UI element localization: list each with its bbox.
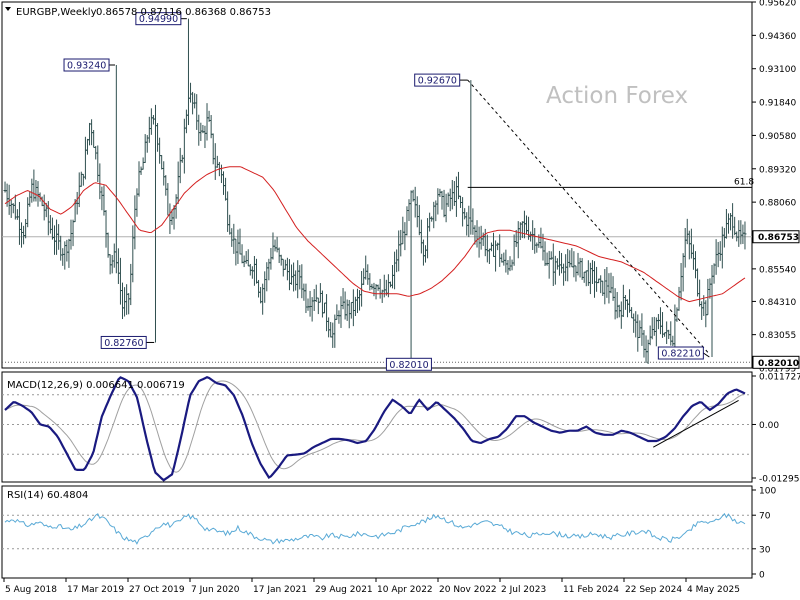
macd-tick-label: 0.011727 [759, 373, 800, 383]
x-tick-label: 29 Aug 2021 [315, 585, 373, 595]
rsi-pane-frame [1, 485, 753, 579]
fib-label: 61.8 [734, 177, 754, 187]
ohlc-readout: 0.86578 0.87116 0.86368 0.86753 [96, 7, 271, 18]
macd-pane [2, 376, 752, 482]
rsi-tick-label: 30 [759, 545, 771, 555]
price-tick-label: 0.89320 [759, 165, 796, 175]
x-tick-label: 27 Oct 2019 [129, 585, 185, 595]
annotation-label: 0.82210 [661, 349, 700, 360]
annotation-box [135, 12, 182, 26]
x-tick-label: 17 Jan 2021 [253, 585, 307, 595]
annotation-label: 0.82010 [389, 360, 428, 371]
pane-frames [1, 1, 753, 579]
dashed-downtrend [467, 79, 710, 355]
x-tick-label: 20 Nov 2022 [439, 585, 497, 595]
annotation-box [414, 73, 461, 87]
price-tick-label: 0.90580 [759, 132, 796, 142]
annotation-leader [703, 352, 710, 358]
price-pane-frame [1, 1, 753, 369]
low-level-box [752, 355, 800, 369]
price-bars [3, 18, 747, 364]
price-tick-label: 0.83055 [759, 331, 796, 341]
rsi-tick-label: 0 [759, 571, 765, 581]
symbol-timeframe: EURGBP,Weekly [16, 7, 97, 18]
annotation-label: 0.82760 [104, 338, 143, 349]
price-tick-label: 0.88060 [759, 199, 796, 209]
moving-average [4, 166, 746, 303]
x-tick-label: 22 Sep 2024 [625, 585, 682, 595]
rsi-tick-label: 70 [759, 512, 771, 522]
current-price-label: 0.86753 [758, 233, 799, 243]
low-level-label: 0.82010 [758, 359, 799, 369]
x-tick-label: 2 Jul 2023 [501, 585, 546, 595]
annotation-box [100, 335, 147, 349]
rsi-pane [2, 512, 752, 550]
macd-signal-line [4, 380, 746, 473]
macd-pane-frame [1, 371, 753, 483]
macd-line [4, 376, 746, 482]
x-tick-label: 4 May 2025 [687, 585, 740, 595]
price-tick-label: 0.93100 [759, 65, 796, 75]
annotation-box [385, 357, 432, 371]
x-tick-label: 17 Mar 2019 [67, 585, 124, 595]
annotation-label: 0.93240 [67, 61, 106, 72]
menu-triangle-icon[interactable] [5, 7, 11, 11]
price-tick-label: 0.84310 [759, 298, 796, 308]
annotation-label: 0.94990 [139, 14, 178, 25]
price-tick-label: 0.85540 [759, 265, 796, 275]
x-tick-label: 5 Aug 2018 [5, 585, 57, 595]
price-tick-label: 0.94360 [759, 32, 796, 42]
x-tick-label: 11 Feb 2024 [563, 585, 619, 595]
macd-title: MACD(12,26,9) 0.006641 0.006719 [7, 380, 185, 391]
axis-labels: 0.95620 0.94360 0.93100 0.91840 0.90580 0.893… [3, 0, 800, 595]
price-annotations: 0.94990 0.93240 0.92670 0.82760 0.82010 0.822… [63, 12, 710, 371]
moving-average-line [4, 166, 746, 303]
annotation-box [657, 346, 704, 360]
grid-lines [2, 236, 752, 363]
trendlines: 61.8 [467, 79, 754, 355]
current-price-box [752, 230, 800, 244]
x-tick-label: 7 Jun 2020 [191, 585, 240, 595]
rsi-title: RSI(14) 60.4804 [7, 490, 88, 501]
watermark: Action Forex [546, 83, 688, 109]
x-tick-label: 10 Apr 2022 [377, 585, 433, 595]
rsi-line [4, 512, 746, 545]
macd-tick-label: 0.00 [759, 421, 779, 431]
price-tick-label: 0.91840 [759, 99, 796, 109]
price-tick-label: 0.95620 [759, 0, 796, 9]
annotation-label: 0.92670 [418, 76, 457, 87]
macd-support-trendline [653, 400, 739, 448]
price-tick-label: 0.81795 [759, 365, 796, 375]
annotation-box [63, 58, 110, 72]
rsi-tick-label: 100 [759, 487, 776, 497]
